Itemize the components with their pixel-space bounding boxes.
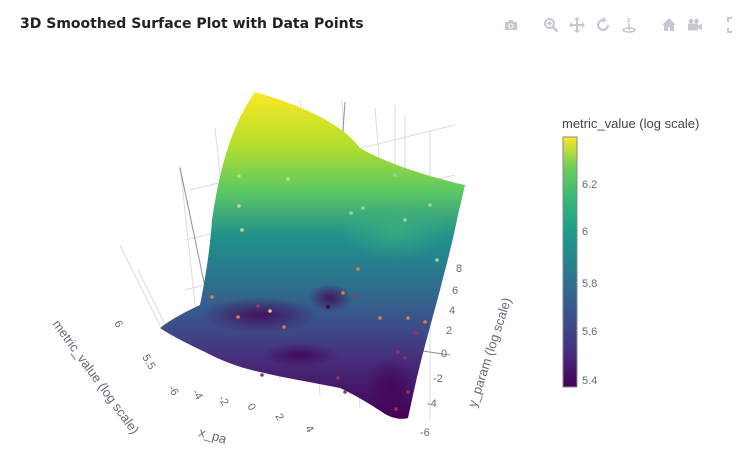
colorbar-tick-label: 6.2 [582,179,597,191]
y-axis-label: y_param (log scale) [465,296,515,409]
colorbar-gradient [562,136,578,388]
data-point [406,316,410,320]
video-camera-icon[interactable] [684,14,706,36]
z-tick-label: 5.5 [139,353,157,372]
colorbar: metric_value (log scale) 6.2 6 5.8 5.6 5… [562,116,699,388]
x-tick-label: 2 [272,412,285,423]
x-tick-label: -2 [215,394,230,408]
y-tick-label: -2 [433,373,443,385]
camera-icon[interactable] [500,14,522,36]
turntable-icon[interactable]: z [618,14,640,36]
data-point [435,258,439,262]
fullscreen-icon[interactable] [724,14,737,36]
y-tick-label: 6 [452,285,458,297]
x-tick-label: 0 [244,402,257,413]
y-tick-label: 0 [441,348,447,360]
data-point [260,373,264,377]
y-axis-ticks: 8 6 4 2 0 -2 -4 -6 [420,263,462,439]
z-tick-label: 6 [111,319,124,330]
surface-teal-ridge [340,200,450,260]
data-point [361,206,365,210]
x-tick-label: 4 [302,424,315,435]
data-point [394,407,398,411]
surface-mesh[interactable] [160,92,465,419]
x-axis-label: x_pa [197,424,229,446]
surface-dark-basin [365,357,415,413]
zoom-icon[interactable] [540,14,562,36]
x-tick-label: -4 [189,388,204,402]
y-tick-label: 2 [446,325,452,337]
chart-title: 3D Smoothed Surface Plot with Data Point… [20,16,364,32]
modebar: z [500,14,737,36]
data-point [403,218,407,222]
colorbar-tick-label: 5.4 [582,375,597,387]
data-point [343,390,347,394]
data-point [393,173,397,177]
x-tick-label: -6 [165,384,180,398]
data-point [286,177,290,181]
surface-dark-basin [260,343,340,367]
data-point [354,294,358,298]
z-axis-label: metric_value (log scale) [50,317,143,437]
x-axis-ticks: -6 -4 -2 0 2 4 [165,384,315,435]
data-point [210,295,214,299]
data-point [268,309,272,313]
data-point [356,267,360,271]
y-tick-label: -6 [420,427,430,439]
colorbar-tick-label: 5.6 [582,326,597,338]
surface-dark-basin [200,297,320,333]
data-point [282,325,286,329]
data-point [336,376,340,380]
data-point [237,174,241,178]
z-axis-ticks: 6 5.5 [111,319,157,372]
data-points [210,173,439,411]
data-point [237,204,241,208]
y-tick-label: 8 [456,263,462,275]
data-point [406,390,410,394]
data-point [349,211,353,215]
y-tick-label: 4 [449,305,455,317]
colorbar-title: metric_value (log scale) [562,116,699,131]
data-point [428,203,432,207]
data-point [378,316,382,320]
colorbar-tick-label: 6 [582,226,588,238]
pan-icon[interactable] [566,14,588,36]
orbit-icon[interactable] [592,14,614,36]
data-point [236,315,240,319]
y-tick-label: -4 [427,398,437,410]
colorbar-tick-label: 5.8 [582,278,597,290]
data-point [414,331,418,335]
data-point [240,228,244,232]
data-point [403,356,407,360]
data-point [256,304,260,308]
data-point [325,304,331,310]
surface-dark-basin [308,284,352,312]
data-point [396,350,400,354]
svg-text:z: z [627,17,631,24]
data-point [341,291,345,295]
home-icon[interactable] [658,14,680,36]
data-point [423,320,427,324]
